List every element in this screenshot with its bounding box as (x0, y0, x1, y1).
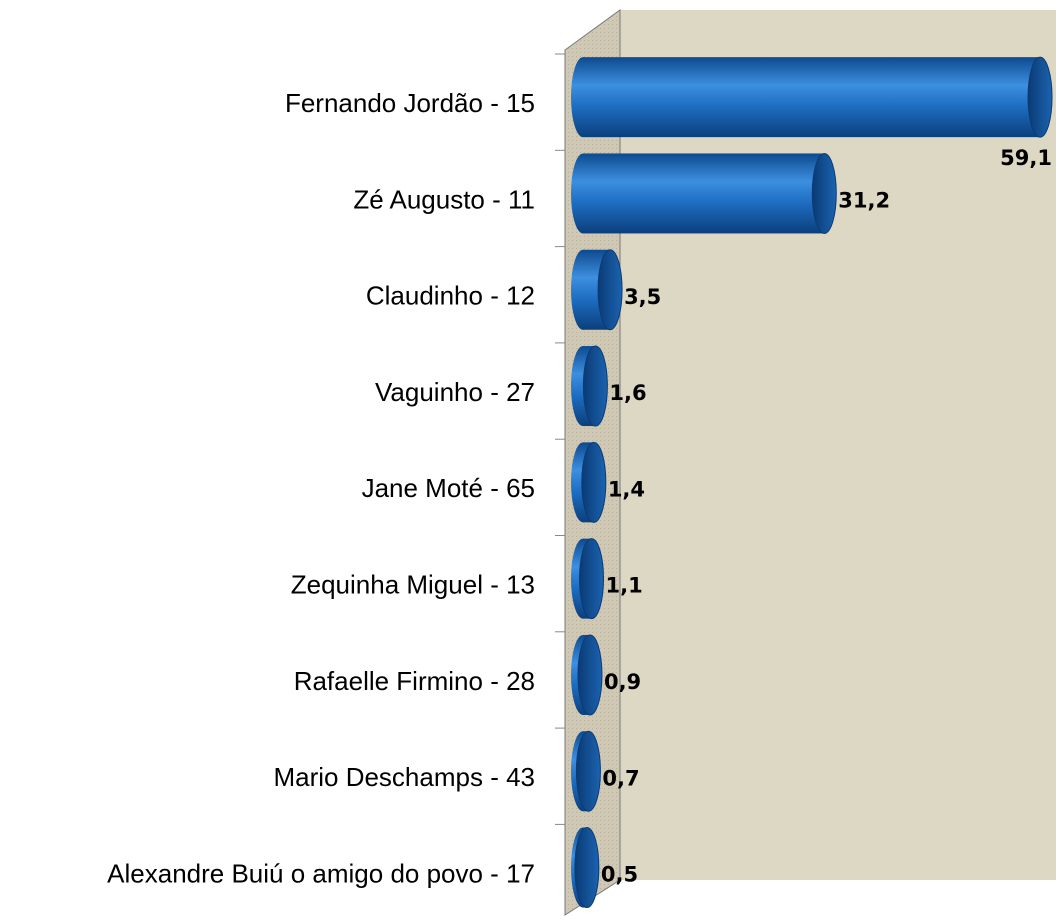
y-tick-label: Claudinho - 12 (366, 281, 535, 311)
value-label: 0,7 (602, 766, 639, 790)
bar-end-cap (581, 441, 607, 523)
bar-end-cap (574, 827, 600, 909)
bar-start-cap (571, 153, 595, 234)
value-label: 1,6 (609, 381, 646, 405)
bar (583, 153, 825, 234)
y-tick-label: Jane Moté - 65 (362, 473, 535, 503)
y-tick-label: Fernando Jordão - 15 (285, 88, 535, 118)
bar-end-cap (577, 634, 603, 716)
bar-end-cap (582, 345, 608, 427)
bar (583, 57, 1041, 138)
bar-end-cap (597, 249, 623, 331)
y-tick-label: Mario Deschamps - 43 (273, 762, 535, 792)
value-label: 0,5 (601, 863, 638, 887)
value-label: 3,5 (624, 285, 661, 309)
bar-end-cap (811, 152, 837, 234)
value-label: 31,2 (838, 188, 890, 212)
y-tick-label: Rafaelle Firmino - 28 (294, 666, 535, 696)
value-label: 59,1 (1000, 146, 1052, 170)
y-tick-label: Alexandre Buiú o amigo do povo - 17 (107, 858, 535, 888)
value-label: 1,1 (606, 574, 643, 598)
y-tick-label: Zé Augusto - 11 (353, 184, 535, 214)
bar-start-cap (571, 57, 595, 138)
back-wall (620, 10, 1056, 880)
bar-end-cap (579, 538, 605, 620)
bar-end-cap (575, 730, 601, 812)
y-tick-label: Vaguinho - 27 (375, 377, 535, 407)
value-label: 0,9 (604, 670, 641, 694)
y-tick-label: Zequinha Miguel - 13 (291, 570, 535, 600)
bar-end-cap (1027, 56, 1053, 138)
value-label: 1,4 (608, 477, 645, 501)
bar-start-cap (571, 249, 595, 330)
